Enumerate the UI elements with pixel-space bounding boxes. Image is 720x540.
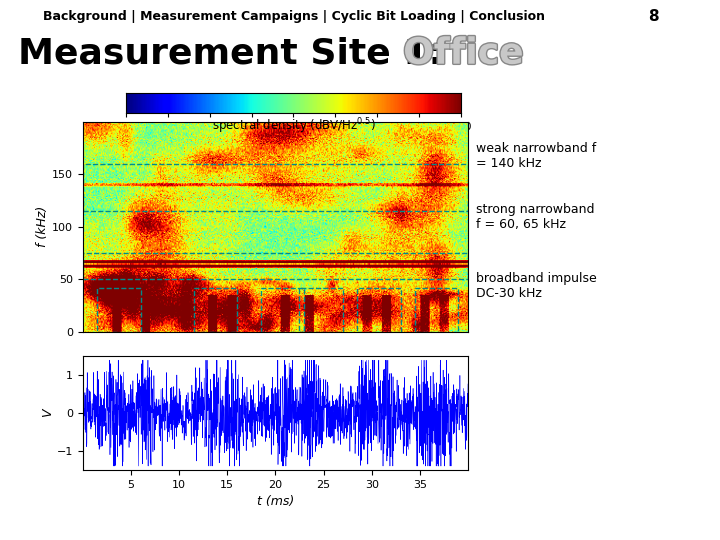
Bar bbox=[97, 288, 140, 332]
Text: Background | Measurement Campaigns | Cyclic Bit Loading | Conclusion: Background | Measurement Campaigns | Cyc… bbox=[43, 10, 545, 23]
Bar bbox=[300, 288, 343, 332]
Text: 8: 8 bbox=[648, 9, 659, 24]
X-axis label: t (ms): t (ms) bbox=[257, 495, 294, 508]
Text: Measurement Site 1:: Measurement Site 1: bbox=[18, 37, 456, 71]
Bar bbox=[83, 253, 468, 280]
Text: Office: Office bbox=[403, 37, 523, 71]
Text: weak narrowband f
= 140 kHz: weak narrowband f = 140 kHz bbox=[476, 142, 596, 170]
Bar bbox=[194, 288, 237, 332]
Text: spectral density (dBV/Hz$^{0.5}$): spectral density (dBV/Hz$^{0.5}$) bbox=[212, 116, 375, 136]
Y-axis label: f (kHz): f (kHz) bbox=[36, 206, 49, 247]
Bar bbox=[415, 288, 459, 332]
Bar bbox=[83, 164, 468, 211]
Y-axis label: V: V bbox=[41, 409, 54, 417]
Bar bbox=[261, 288, 305, 332]
Text: strong narrowband
f = 60, 65 kHz: strong narrowband f = 60, 65 kHz bbox=[476, 204, 594, 231]
Text: broadband impulse
DC-30 kHz: broadband impulse DC-30 kHz bbox=[476, 272, 596, 300]
Bar bbox=[357, 288, 400, 332]
